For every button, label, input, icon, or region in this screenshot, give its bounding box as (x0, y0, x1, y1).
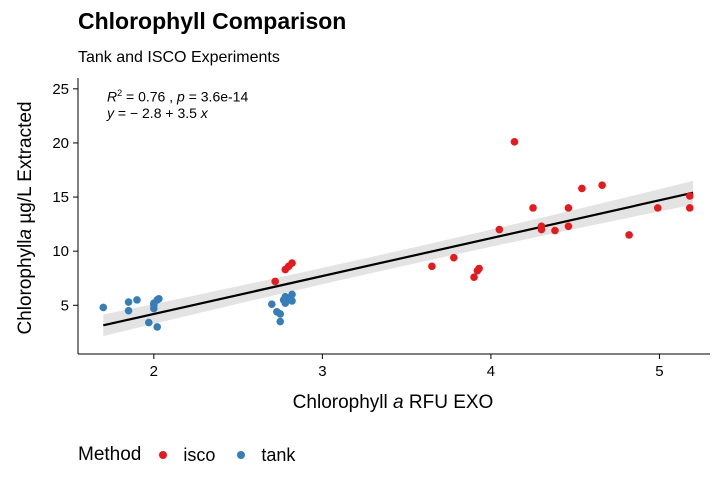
point-tank-3 (133, 296, 141, 304)
point-isco-22 (685, 204, 694, 212)
y-tick-label-5: 5 (61, 297, 69, 314)
r2-label: R (107, 88, 118, 105)
point-isco-15 (564, 204, 573, 212)
y-tick-label-10: 10 (52, 243, 69, 260)
point-isco-6 (470, 273, 478, 281)
point-isco-9 (495, 225, 504, 234)
point-isco-19 (625, 231, 633, 239)
point-tank-0 (99, 303, 108, 312)
y-tick-label-25: 25 (52, 81, 69, 98)
eq-y: y (107, 105, 114, 121)
chart-title: Chlorophyll Comparison (78, 8, 347, 34)
x-axis-label: Chlorophyll a RFU EXO (293, 392, 494, 414)
legend-item-isco: isco (159, 445, 215, 466)
point-isco-18 (598, 181, 606, 189)
point-isco-10 (510, 138, 519, 146)
legend-swatch-isco (159, 451, 168, 459)
point-isco-3 (288, 259, 296, 267)
x-tick-label-5: 5 (655, 363, 663, 380)
point-isco-17 (578, 184, 586, 193)
legend-item-tank: tank (237, 445, 295, 466)
p-label: p (177, 88, 185, 105)
r2-superscript: 2 (117, 88, 123, 98)
p-value: = 3.6e-14 (184, 88, 249, 105)
point-tank-1 (124, 298, 133, 306)
point-isco-21 (685, 192, 694, 200)
stats-annotation: R2 = 0.76 , p = 3.6e-14 (107, 88, 248, 105)
x-axis-ticks: 2 3 4 5 (150, 354, 664, 380)
eq-body: = − 2.8 + 3.5 (114, 105, 201, 121)
y-axis-ticks: 5 10 15 20 25 (52, 81, 78, 314)
legend-label-tank: tank (261, 444, 296, 465)
x-axis-label-italic: a (393, 392, 404, 413)
point-isco-13 (537, 225, 546, 234)
chart-subtitle: Tank and ISCO Experiments (78, 49, 280, 66)
point-tank-13 (276, 317, 285, 326)
x-axis-label-post: RFU EXO (403, 392, 494, 413)
x-tick-label-4: 4 (487, 363, 495, 380)
y-axis-label-pre: Chlorophyll (15, 239, 36, 335)
point-tank-20 (288, 290, 296, 299)
point-tank-7 (150, 304, 158, 313)
x-tick-label-3: 3 (318, 363, 326, 380)
y-tick-label-15: 15 (52, 189, 69, 206)
point-tank-9 (153, 323, 162, 331)
x-tick-label-2: 2 (150, 363, 158, 380)
point-isco-16 (564, 222, 573, 231)
point-tank-10 (155, 295, 163, 303)
y-axis-label-post: µg/L Extracted (15, 101, 36, 229)
y-tick-label-20: 20 (52, 135, 69, 152)
point-tank-2 (124, 306, 133, 315)
equation-annotation: y = − 2.8 + 3.5 x (107, 105, 208, 121)
point-isco-4 (428, 262, 436, 271)
legend-title: Method (78, 444, 142, 465)
point-tank-14 (276, 310, 285, 318)
y-axis-label-italic: a (15, 228, 36, 240)
legend-swatch-tank (237, 451, 246, 459)
point-tank-4 (144, 318, 153, 327)
point-isco-14 (551, 226, 559, 235)
point-isco-20 (653, 204, 662, 212)
point-tank-11 (268, 300, 276, 309)
y-axis-label: Chlorophylla µg/L Extracted (15, 101, 37, 334)
point-tank-19 (288, 297, 296, 305)
point-isco-5 (450, 253, 458, 262)
x-axis-label-pre: Chlorophyll (292, 392, 394, 413)
legend: Method isco tank (78, 444, 317, 466)
legend-label-isco: isco (183, 444, 216, 465)
point-isco-0 (271, 277, 279, 286)
data-points (99, 138, 694, 331)
r2-value: = 0.76 , (122, 88, 178, 105)
regression-line (103, 191, 694, 327)
eq-x: x (200, 105, 208, 121)
point-isco-8 (475, 264, 483, 273)
point-isco-11 (529, 204, 537, 212)
